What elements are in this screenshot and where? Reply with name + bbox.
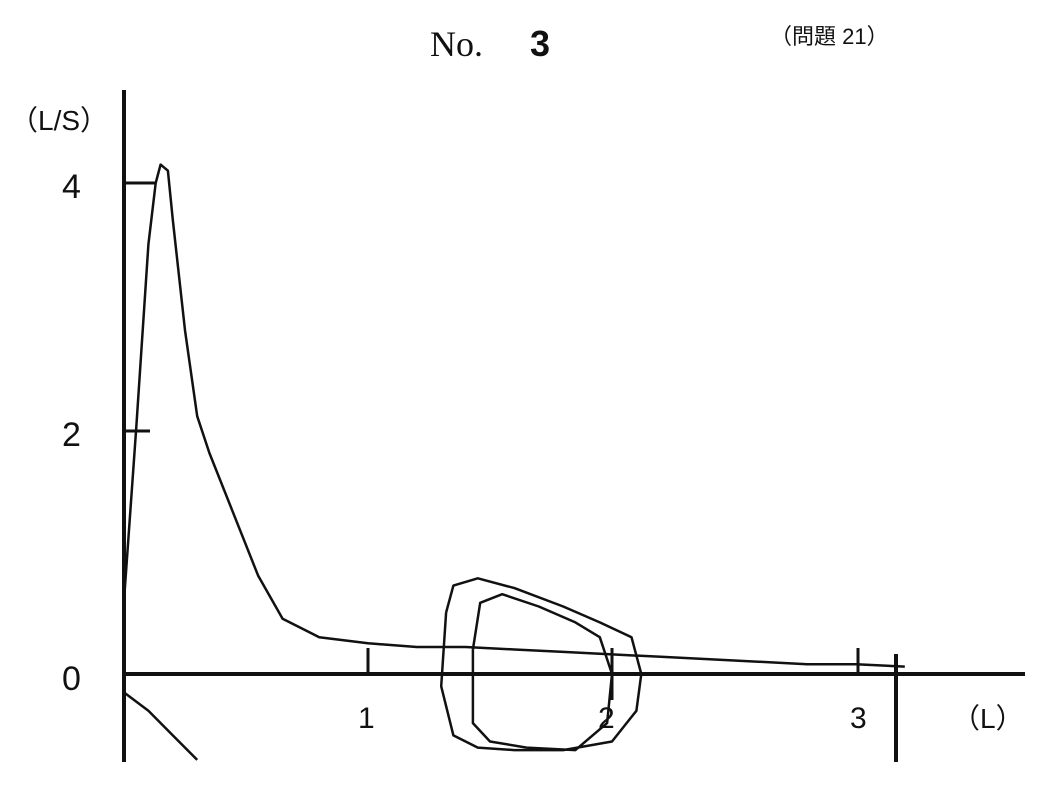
x-axis-label: （L） [952, 703, 1024, 734]
y-tick-label-4: 4 [62, 168, 81, 206]
x-tick-label-3: 3 [850, 702, 867, 735]
series-line-3 [471, 592, 614, 752]
no-label: No. [430, 24, 483, 64]
y-tick-label-0: 0 [62, 660, 81, 698]
series-line-4 [123, 691, 199, 761]
y-tick-label-2: 2 [62, 416, 81, 454]
series-line-1 [122, 163, 905, 668]
series-layer [122, 163, 905, 761]
series-line-2 [439, 577, 643, 752]
no-value: 3 [530, 23, 550, 64]
x-tick-label-1: 1 [358, 702, 375, 735]
question-reference: （問題 21） [770, 24, 889, 49]
y-axis-label: （L/S） [10, 105, 108, 136]
